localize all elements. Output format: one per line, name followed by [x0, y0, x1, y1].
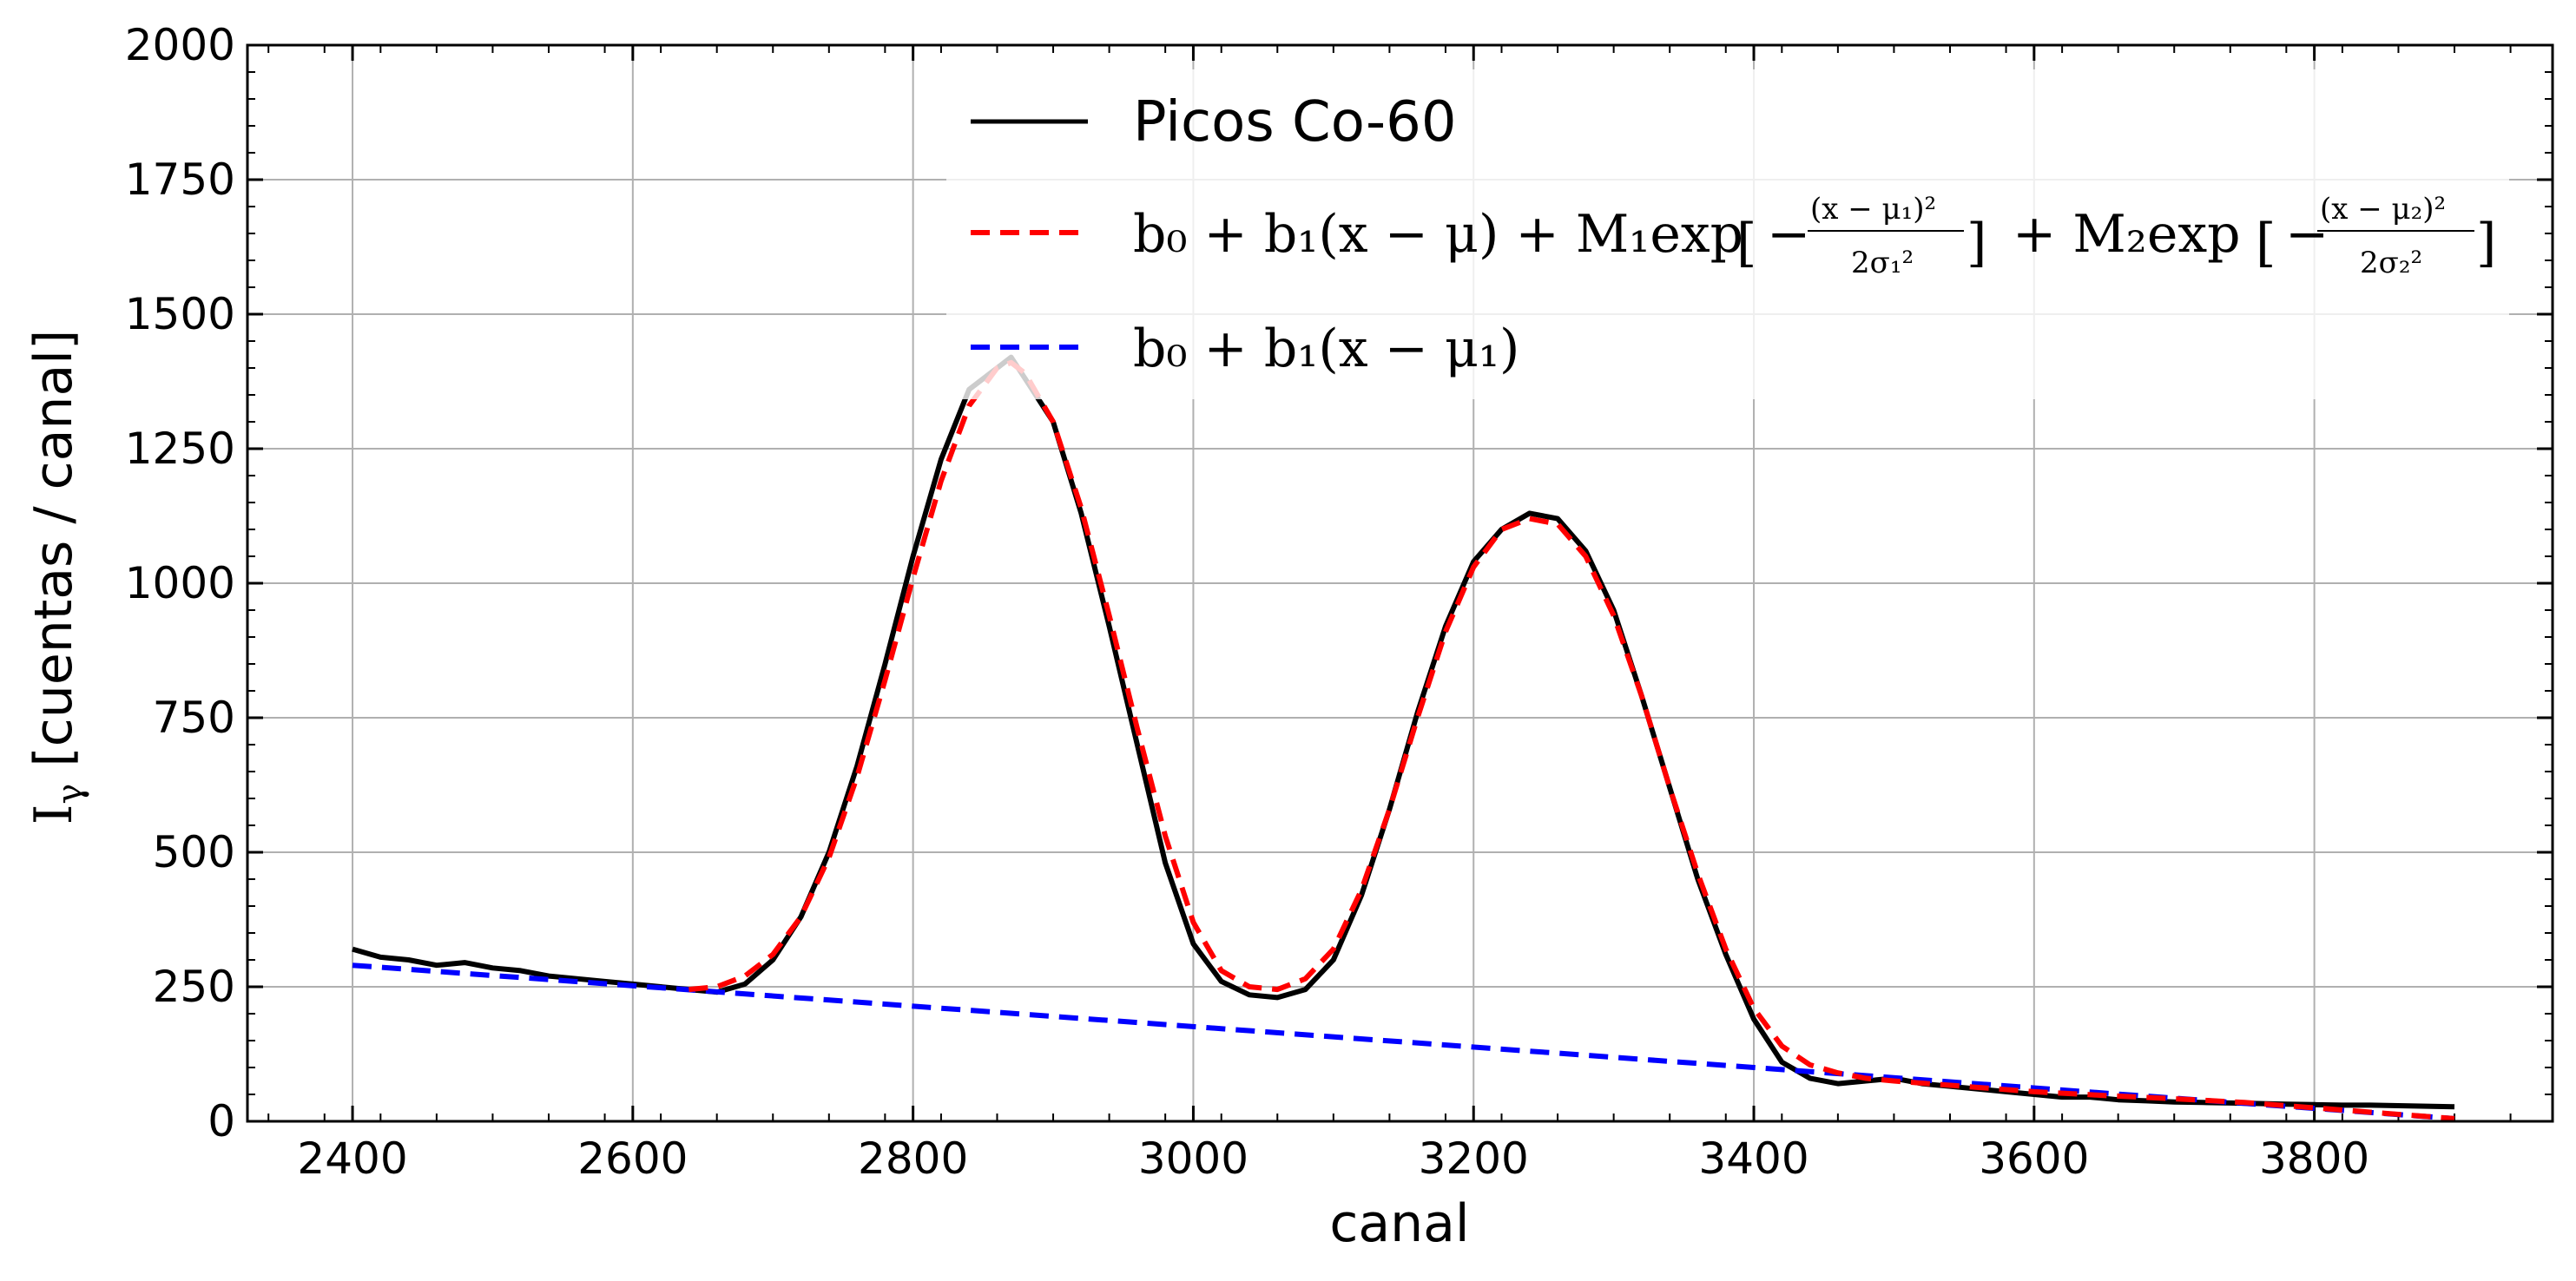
y-axis-title-main: I [23, 805, 84, 825]
legend-box [946, 69, 2509, 399]
fit-bracket-right-1: ] [1967, 213, 1986, 273]
fit-bracket-left-1: [ [1736, 213, 1756, 273]
y-tick-label: 1000 [125, 558, 235, 608]
fit-bracket-right-2: ] [2476, 213, 2496, 273]
fit-minus-2: − [2285, 204, 2329, 265]
y-tick-label: 250 [153, 962, 235, 1012]
fit-part2: + M₂exp [2013, 204, 2241, 265]
fit-part1: b₀ + b₁(x − μ) + M₁exp [1133, 204, 1743, 265]
series-layer [352, 354, 2455, 1121]
y-tick-label: 0 [208, 1096, 235, 1146]
x-tick-labels: 2400 2600 2800 3000 3200 3400 3600 3800 [297, 1133, 2369, 1184]
fit-den1: 2σ₁² [1851, 246, 1914, 280]
x-tick-label: 3000 [1138, 1133, 1248, 1184]
legend-label-data: Picos Co-60 [1133, 90, 1457, 154]
plot-frame [246, 43, 2554, 1123]
y-tick-label: 500 [153, 827, 235, 877]
y-axis-title-sub: γ [50, 784, 90, 805]
y-tick-label: 750 [153, 693, 235, 743]
fit-bracket-left-2: [ [2256, 213, 2276, 273]
x-tick-label: 2400 [297, 1133, 407, 1184]
y-axis-title: Iγ [cuentas / canal] [23, 330, 90, 825]
svg-text:Iγ [cuentas / canal]: Iγ [cuentas / canal] [23, 330, 90, 825]
legend-label-background: b₀ + b₁(x − μ₁) [1133, 319, 1519, 379]
x-axis-title: canal [1329, 1193, 1469, 1254]
x-tick-label: 2800 [858, 1133, 968, 1184]
series-line-1 [688, 359, 2455, 1121]
legend: Picos Co-60 b₀ + b₁(x − μ) + M₁exp [ − (… [946, 69, 2509, 399]
y-axis-title-unit: [cuentas / canal] [23, 330, 84, 767]
y-tick-label: 1750 [125, 154, 235, 205]
x-tick-label: 3200 [1419, 1133, 1529, 1184]
y-tick-label: 1500 [125, 289, 235, 339]
x-tick-label: 2600 [577, 1133, 688, 1184]
y-tick-label: 1250 [125, 424, 235, 474]
x-tick-label: 3400 [1698, 1133, 1808, 1184]
fit-minus-1: − [1767, 204, 1810, 265]
x-tick-label: 3800 [2259, 1133, 2369, 1184]
x-tick-label: 3600 [1979, 1133, 2089, 1184]
fit-num2: (x − μ₂)² [2320, 192, 2446, 227]
fit-num1: (x − μ₁)² [1810, 192, 1936, 227]
legend-label-fit: b₀ + b₁(x − μ) + M₁exp [ − (x − μ₁)² 2σ₁… [1133, 192, 2496, 280]
y-tick-label: 2000 [125, 20, 235, 70]
y-tick-labels: 0 250 500 750 1000 1250 1500 1750 2000 [125, 20, 235, 1146]
fit-den2: 2σ₂² [2360, 246, 2422, 280]
